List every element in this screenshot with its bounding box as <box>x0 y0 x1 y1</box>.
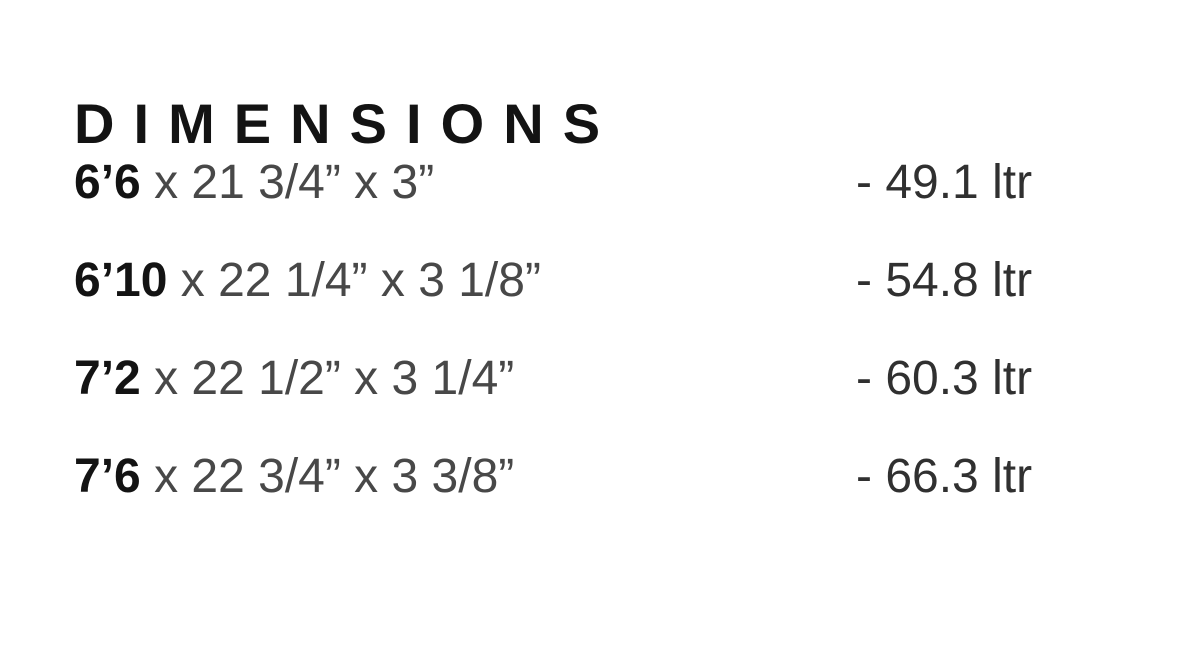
board-width-thickness: x 21 3/4” x 3” <box>140 156 435 209</box>
board-length: 6’6 <box>74 156 141 209</box>
board-length: 7’6 <box>74 450 141 503</box>
dimension-spec: 6’10 x 22 1/4” x 3 1/8” <box>74 257 856 305</box>
board-width-thickness: x 22 1/4” x 3 1/8” <box>167 254 541 307</box>
board-width-thickness: x 22 1/2” x 3 1/4” <box>140 352 515 405</box>
board-length: 6’10 <box>74 254 168 307</box>
dimension-spec: 7’6 x 22 3/4” x 3 3/8” <box>74 453 856 501</box>
board-volume: - 66.3 ltr <box>856 450 1033 503</box>
dimension-row: 6’6 x 21 3/4” x 3” - 49.1 ltr <box>74 159 1134 207</box>
dimension-spec: 6’6 x 21 3/4” x 3” <box>74 159 856 207</box>
dimension-spec: 7’2 x 22 1/2” x 3 1/4” <box>74 355 856 403</box>
dimensions-list: 6’6 x 21 3/4” x 3” - 49.1 ltr 6’10 x 22 … <box>74 159 1134 551</box>
dimension-row: 7’2 x 22 1/2” x 3 1/4” - 60.3 ltr <box>74 355 1134 403</box>
section-title: DIMENSIONS <box>74 92 620 156</box>
dimension-row: 7’6 x 22 3/4” x 3 3/8” - 66.3 ltr <box>74 453 1134 501</box>
board-width-thickness: x 22 3/4” x 3 3/8” <box>140 450 515 503</box>
board-volume: - 60.3 ltr <box>856 352 1033 405</box>
board-volume: - 54.8 ltr <box>856 254 1033 307</box>
board-length: 7’2 <box>74 352 141 405</box>
board-volume: - 49.1 ltr <box>856 156 1033 209</box>
dimension-row: 6’10 x 22 1/4” x 3 1/8” - 54.8 ltr <box>74 257 1134 305</box>
